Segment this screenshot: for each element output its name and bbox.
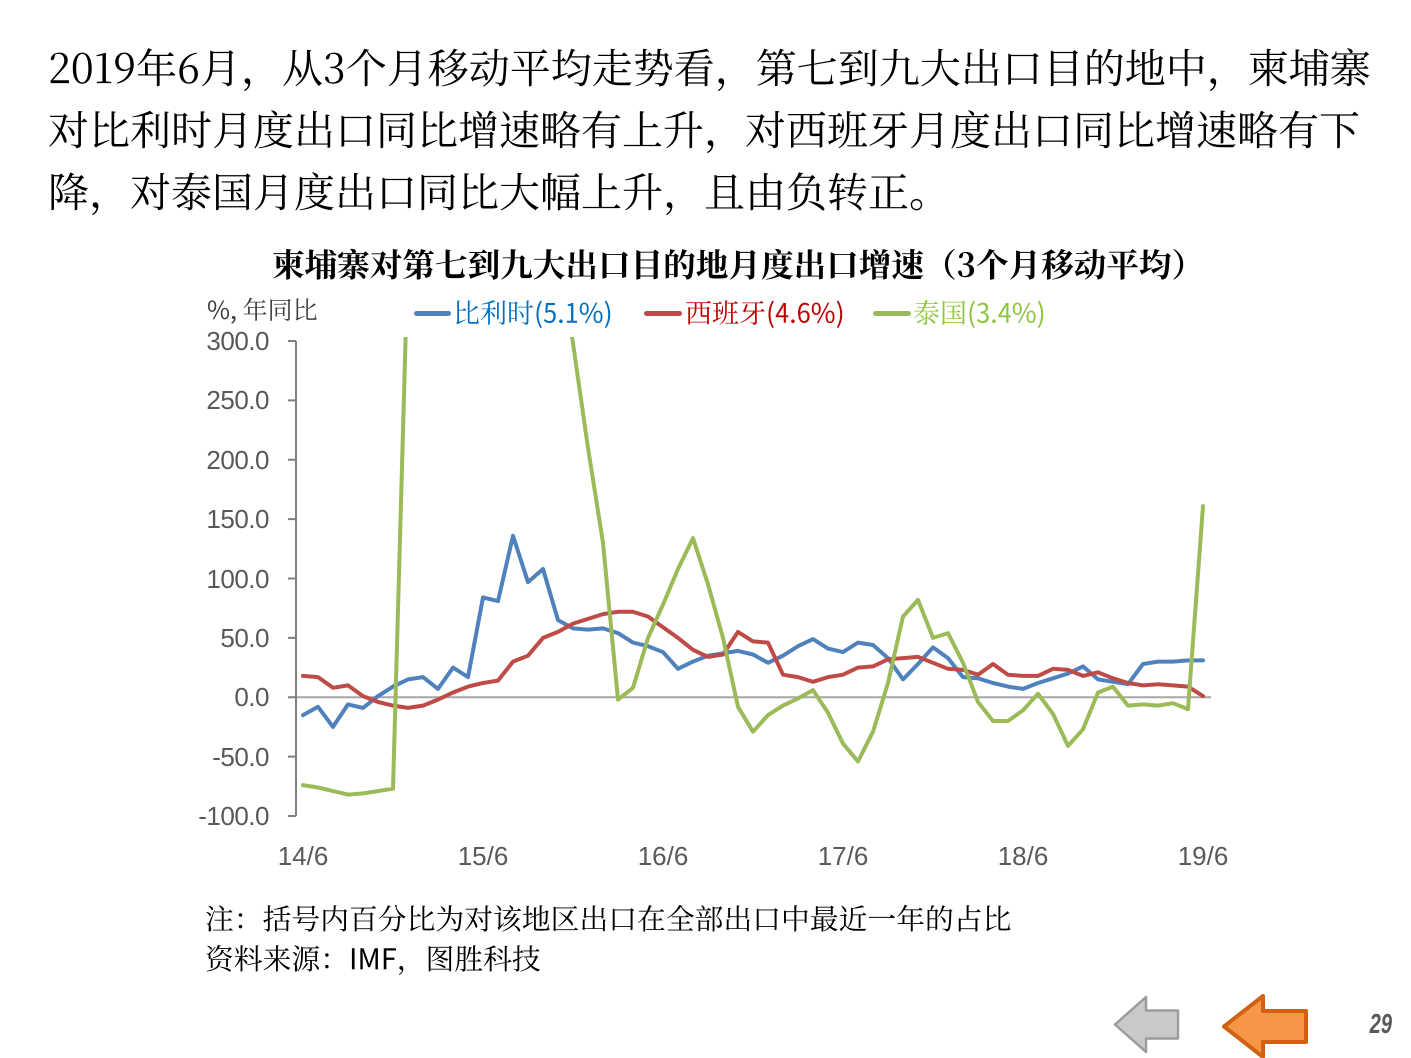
y-axis-unit-label [207,297,318,329]
intro-paragraph-line-3 [48,171,950,223]
y-tick-label: -100.0 [198,801,269,831]
y-tick-label: -50.0 [212,741,269,772]
y-tick-label: 50.0 [220,622,269,653]
legend-line-thailand [873,310,911,316]
x-tick-label: 14/6 [277,841,329,871]
x-tick-label: 18/6 [997,841,1049,871]
y-tick-label: 300.0 [206,326,269,356]
intro-paragraph-line-2 [48,109,1360,161]
y-tick-label: 200.0 [206,444,269,475]
x-tick-label: 17/6 [817,841,869,871]
legend-label-belgium [453,299,613,333]
home-arrow-button[interactable] [1222,994,1308,1058]
back-arrow-button[interactable] [1113,995,1180,1054]
y-tick-label: 100.0 [206,563,269,594]
legend-label-spain [685,299,845,333]
y-tick-label: 150.0 [206,504,269,535]
legend-line-belgium [414,310,451,316]
page-number: 29 [1369,1008,1392,1039]
x-tick-label: 16/6 [637,841,689,871]
intro-paragraph-line-1 [48,47,1371,99]
legend-label-thailand [913,299,1046,333]
x-tick-label: 15/6 [457,841,509,871]
chart-title [272,248,1205,289]
legend-line-spain [644,310,682,316]
data-source-note [205,944,541,980]
y-tick-label: 250.0 [206,385,269,416]
chart-footnote [205,904,1012,940]
y-tick-label: 0.0 [234,682,269,713]
x-tick-label: 19/6 [1177,841,1229,871]
